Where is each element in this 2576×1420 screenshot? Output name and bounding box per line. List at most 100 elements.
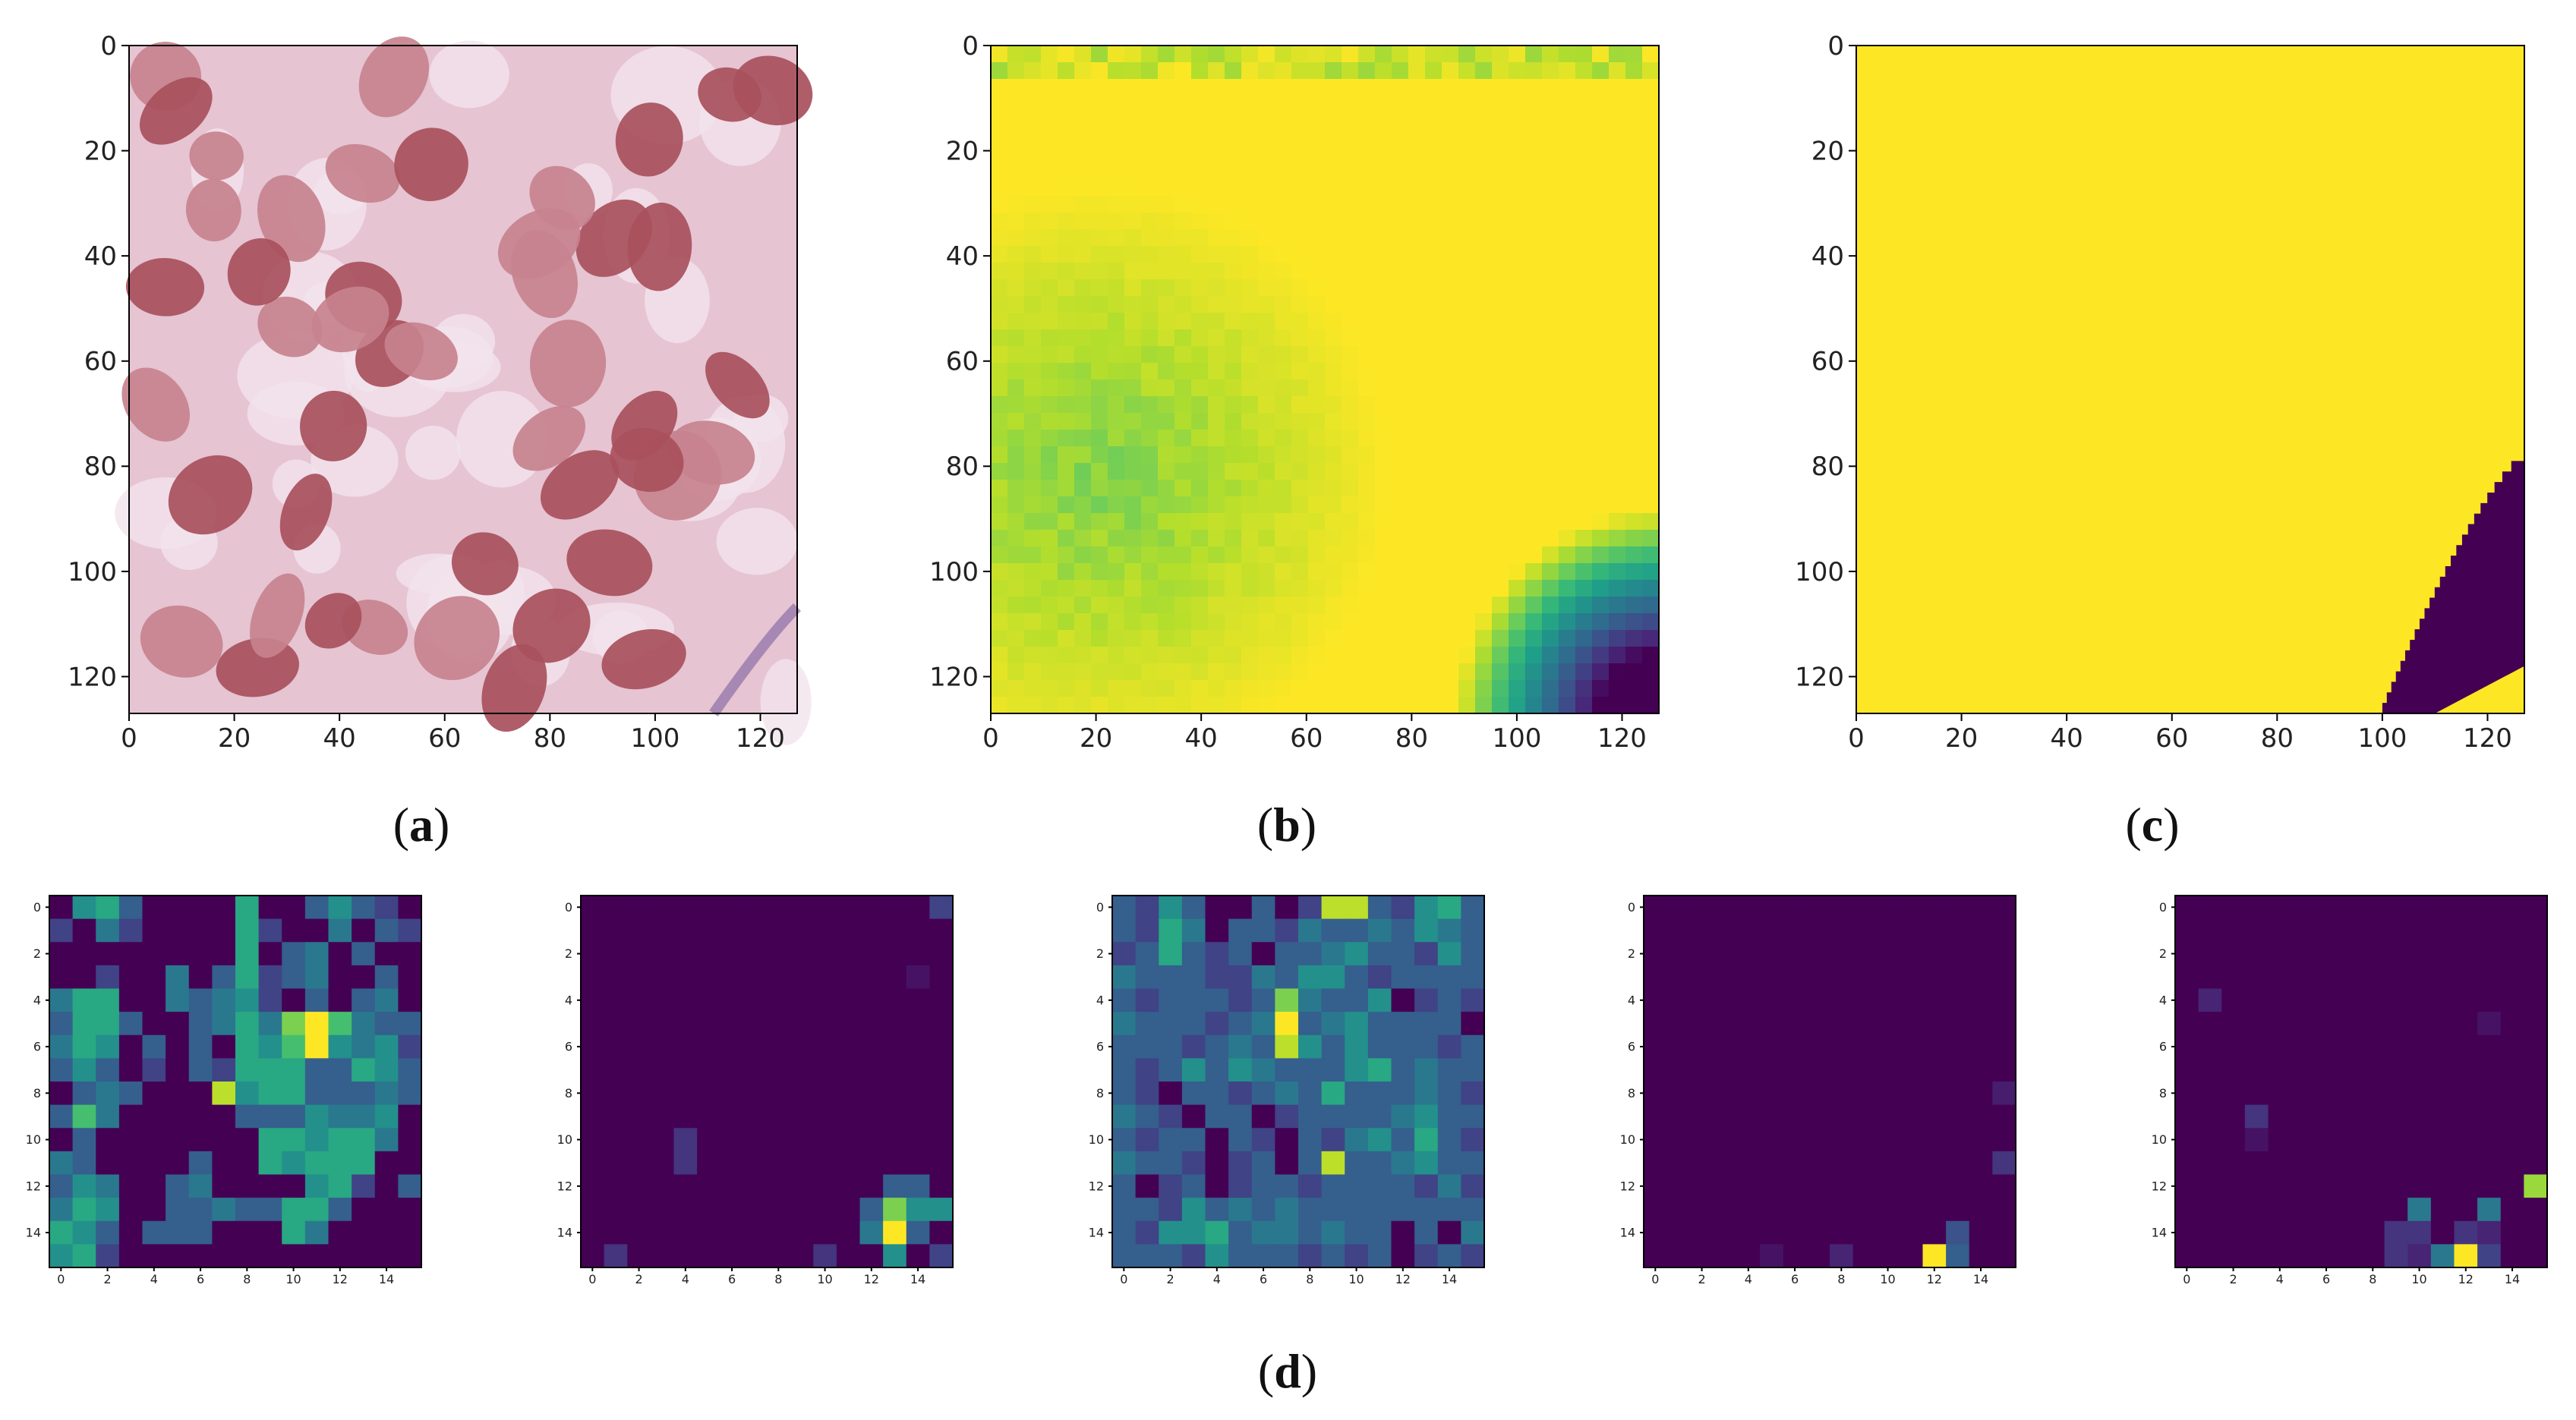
prob-cell [1241, 79, 1259, 96]
prob-cell [1542, 129, 1559, 146]
heatmap-cell [1437, 1034, 1461, 1059]
prob-cell [1559, 162, 1576, 180]
heatmap-cell [1852, 988, 1877, 1012]
heatmap-cell [604, 918, 628, 943]
prob-cell [1141, 396, 1159, 414]
prob-cell [1225, 496, 1242, 514]
heatmap-cell [304, 1058, 329, 1082]
nucleus [529, 320, 607, 408]
heatmap-cell [1112, 1082, 1137, 1106]
prob-cell [1392, 697, 1409, 714]
prob-cell [1408, 463, 1426, 480]
heatmap-cell [697, 1058, 721, 1082]
heatmap-cell [2524, 1058, 2548, 1082]
prob-cell [1275, 146, 1292, 163]
prob-cell [1509, 62, 1526, 80]
heatmap-cell [2407, 1244, 2432, 1268]
heatmap-cell [1391, 1128, 1415, 1152]
heatmap-cell [906, 1220, 930, 1245]
prob-cell [1392, 196, 1409, 213]
prob-cell [1592, 546, 1610, 564]
heatmap-cell [627, 896, 651, 920]
heatmap-cell [767, 918, 791, 943]
heatmap-cell [49, 988, 74, 1012]
heatmap-cell [743, 1058, 768, 1082]
prob-cell [1108, 430, 1125, 447]
panel-d5-xtick-label: 10 [2411, 1272, 2426, 1286]
heatmap-cell [118, 896, 143, 920]
heatmap-cell [1713, 942, 1737, 966]
prob-cell [1492, 346, 1509, 364]
prob-cell [1442, 162, 1459, 180]
panel-c-xtick-label: 60 [2155, 723, 2188, 754]
prob-cell [1559, 263, 1576, 280]
prob-cell [1392, 313, 1409, 330]
prob-cell [1408, 413, 1426, 430]
prob-cell [1358, 129, 1376, 146]
heatmap-cell [1783, 1104, 1807, 1129]
panel-c-ytick-label: 120 [1795, 662, 1844, 692]
heatmap-cell [1922, 1082, 1947, 1106]
heatmap-cell [1899, 918, 1923, 943]
prob-cell [1024, 46, 1042, 63]
prob-cell [1241, 580, 1259, 597]
panel-d5-ytick-label: 2 [2159, 946, 2167, 961]
heatmap-cell [1414, 1151, 1439, 1175]
prob-cell [1475, 213, 1493, 230]
prob-cell [1642, 630, 1660, 647]
prob-cell [1458, 246, 1476, 263]
heatmap-cell [1367, 1058, 1392, 1082]
heatmap-cell [627, 965, 651, 989]
prob-cell [1124, 129, 1142, 146]
prob-cell [1208, 430, 1225, 447]
heatmap-cell [1760, 942, 1784, 966]
heatmap-cell [929, 1034, 954, 1059]
heatmap-cell [906, 1174, 930, 1198]
heatmap-cell [2454, 1058, 2478, 1082]
heatmap-cell [1205, 988, 1229, 1012]
heatmap-cell [1461, 1244, 1485, 1268]
prob-cell [1208, 513, 1225, 531]
heatmap-cell [720, 1128, 744, 1152]
panel-c-ytick-label: 40 [1811, 241, 1844, 272]
heatmap-cell [929, 1012, 954, 1036]
prob-cell [1625, 363, 1643, 380]
prob-cell [1325, 96, 1342, 113]
prob-cell [1308, 513, 1326, 531]
panel-d1-ytick-label: 2 [33, 946, 41, 961]
heatmap-cell [813, 1034, 837, 1059]
prob-cell [1275, 530, 1292, 547]
prob-cell [1108, 697, 1125, 714]
heatmap-cell [166, 1058, 190, 1082]
prob-cell [1408, 313, 1426, 330]
heatmap-cell [650, 942, 674, 966]
prob-cell [1642, 580, 1660, 597]
prob-cell [1058, 530, 1075, 547]
prob-cell [1408, 379, 1426, 397]
prob-cell [1058, 446, 1075, 464]
prob-cell [1475, 363, 1493, 380]
prob-cell [1158, 513, 1175, 531]
heatmap-cell [2291, 1220, 2316, 1245]
prob-cell [1358, 296, 1376, 313]
prob-cell [1041, 563, 1058, 581]
heatmap-cell [1251, 1128, 1275, 1152]
heatmap-cell [1969, 1128, 1993, 1152]
heatmap-cell [2500, 1151, 2524, 1175]
heatmap-cell [2361, 1244, 2385, 1268]
prob-cell [1642, 196, 1660, 213]
prob-cell [1074, 196, 1092, 213]
panel-c-ytick-label: 100 [1795, 557, 1844, 587]
prob-cell [1425, 129, 1442, 146]
prob-cell [1509, 162, 1526, 180]
prob-cell [1525, 680, 1543, 697]
heatmap-cell [581, 1220, 605, 1245]
prob-cell [1074, 246, 1092, 263]
prob-cell [1291, 179, 1309, 197]
prob-cell [1475, 480, 1493, 497]
prob-cell [1041, 597, 1058, 614]
heatmap-cell [2524, 1174, 2548, 1198]
heatmap-cell [374, 1104, 399, 1129]
prob-cell [1208, 296, 1225, 313]
heatmap-cell [1713, 1198, 1737, 1222]
